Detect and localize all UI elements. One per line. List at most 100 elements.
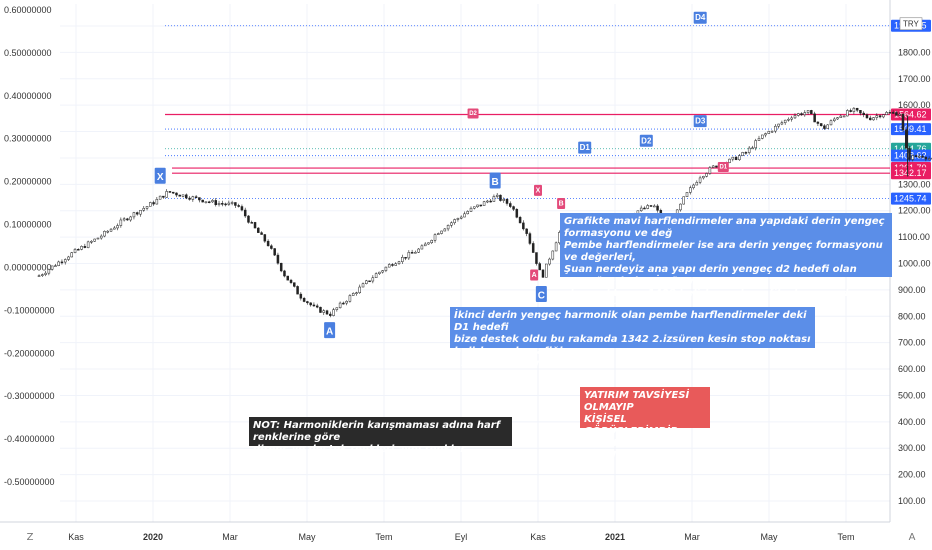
candle-body (525, 228, 528, 234)
price-level-badge (891, 192, 931, 205)
candle-body (243, 209, 247, 217)
left-axis-tick: -0.50000000 (4, 477, 55, 487)
currency-badge-label: TRY (903, 20, 920, 29)
x-axis-tick: May (298, 532, 316, 542)
candle-body (826, 124, 829, 129)
price-level-badge-label: 1564.62 (894, 110, 927, 120)
candle-body (355, 292, 358, 294)
candle-body (217, 203, 221, 205)
candle-body (914, 155, 918, 157)
auto-scale-button[interactable]: A (908, 532, 916, 543)
candle-body (276, 254, 280, 264)
pattern-label-blue-box (324, 322, 336, 339)
candle-body (191, 196, 195, 200)
candle-body (505, 199, 509, 204)
candle-body (689, 187, 692, 193)
candle-body (446, 225, 450, 230)
candle-body (833, 118, 836, 121)
candle-body (852, 107, 856, 112)
candle-body (237, 205, 240, 207)
candle-body (227, 202, 231, 205)
price-level-badge-label: 1509.41 (894, 124, 927, 134)
candle-body (518, 217, 522, 224)
currency-badge (899, 17, 923, 31)
left-axis-tick: -0.20000000 (4, 348, 55, 358)
candle-body (162, 195, 165, 198)
candle-body (548, 258, 551, 265)
candle-body (67, 256, 70, 260)
pattern-label-pink: B (559, 201, 564, 208)
candle-body (643, 207, 646, 210)
candle-body (499, 194, 502, 201)
candle-body (351, 293, 355, 296)
candle-body (122, 218, 126, 221)
candle-body (783, 119, 787, 123)
candle-body (433, 234, 437, 241)
candle-body (86, 241, 90, 248)
x-axis-tick: Tem (375, 532, 392, 542)
candle-body (135, 212, 139, 215)
candle-body (908, 148, 911, 160)
candle-body (541, 269, 545, 278)
candle-body (747, 147, 751, 153)
candle-body (711, 165, 715, 168)
candle-body (414, 251, 417, 254)
candle-body (63, 259, 67, 263)
candle-body (54, 265, 57, 267)
candle-body (149, 202, 152, 207)
level-tag-pink-box (467, 108, 479, 119)
candle-body (777, 123, 780, 127)
candle-body (744, 152, 748, 154)
right-axis-tick: 400.00 (898, 417, 926, 427)
candle-body (895, 112, 898, 116)
candle-body (715, 165, 718, 168)
candle-body (103, 231, 106, 237)
candle-body (780, 122, 784, 125)
candle-body (459, 216, 463, 219)
candle-body (178, 194, 182, 197)
right-axis-tick: 200.00 (898, 470, 926, 480)
note-main-formation: Grafikte mavi harflendirmeler ana yapıda… (560, 213, 892, 311)
candle-body (201, 199, 204, 203)
candle-body (348, 295, 352, 302)
candle-body (495, 194, 499, 197)
candle-body (869, 117, 872, 121)
right-axis-tick: 1800.00 (898, 47, 931, 57)
pattern-label-blue-box (154, 167, 166, 184)
candle-body (155, 199, 159, 205)
left-axis-tick: 0.00000000 (4, 262, 52, 272)
right-axis-tick: 1600.00 (898, 100, 931, 110)
candle-body (846, 110, 849, 117)
x-axis-tick: Mar (222, 532, 238, 542)
candle-body (80, 246, 83, 250)
left-axis-tick: -0.10000000 (4, 305, 55, 315)
candle-body (371, 277, 375, 282)
pattern-label-blue-box (535, 286, 547, 303)
pattern-label-blue: A (326, 327, 333, 338)
candle-body (132, 212, 136, 218)
candle-body (728, 158, 731, 163)
candle-body (152, 202, 155, 205)
candle-body (83, 246, 87, 248)
candle-body (273, 248, 276, 256)
candle-body (708, 167, 712, 174)
candle-body (175, 192, 178, 196)
candle-body (158, 195, 162, 200)
left-axis-tick: 0.50000000 (4, 48, 52, 58)
candle-body (440, 230, 443, 234)
candle-body (391, 264, 394, 266)
candle-body (165, 191, 168, 198)
candle-body (181, 194, 185, 197)
right-axis-tick: 100.00 (898, 496, 926, 506)
candle-body (289, 279, 293, 283)
candle-body (99, 235, 103, 239)
candle-body (335, 307, 339, 310)
candle-body (322, 310, 325, 313)
candle-body (767, 131, 771, 134)
candle-body (705, 173, 708, 177)
candle-body (639, 207, 643, 212)
candle-body (535, 252, 538, 264)
candle-body (764, 133, 767, 136)
left-axis-tick: 0.10000000 (4, 220, 52, 230)
zoom-reset-button[interactable]: Z (26, 532, 34, 543)
